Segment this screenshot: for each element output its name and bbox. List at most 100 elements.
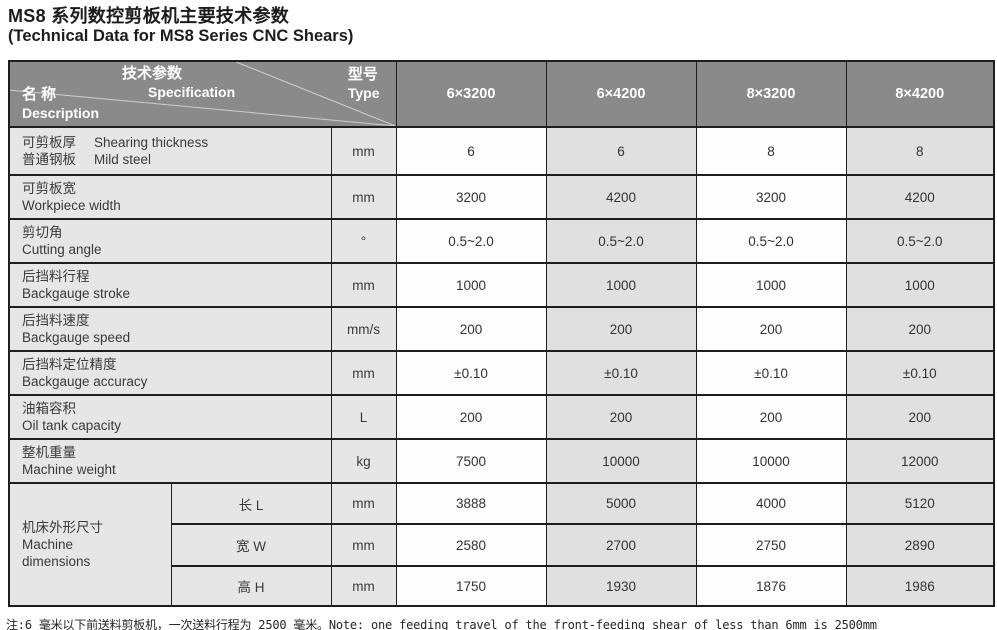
row-unit: mm — [330, 126, 397, 176]
row-label: 可剪板宽 Workpiece width — [8, 174, 332, 220]
dimensions-label-en1: Machine — [22, 537, 74, 552]
row-unit: mm — [330, 565, 397, 607]
table-row-backgauge-speed: 后挡料速度 Backgauge speed mm/s 200 200 200 2… — [8, 306, 995, 352]
header-description-cn: 名 称 — [22, 86, 57, 103]
row-label-en: Backgauge stroke — [22, 286, 131, 301]
row-label: 可剪板厚 Shearing thickness 普通钢板 Mild steel — [8, 126, 332, 176]
header-description: 名 称 Description — [22, 86, 99, 122]
row-label-cn: 剪切角 — [22, 225, 63, 240]
table-row-dimension-width: 宽 W mm 2580 2700 2750 2890 — [9, 523, 995, 567]
row-label-cn: 后挡料行程 — [22, 269, 90, 284]
row-label-en: Oil tank capacity — [22, 418, 122, 433]
dimension-sublabel-length: 长 L — [170, 482, 332, 525]
row-value: 1986 — [845, 565, 995, 607]
row-value: 1000 — [845, 262, 995, 308]
row-value: 0.5~2.0 — [545, 218, 697, 264]
row-label-cn: 可剪板厚 — [22, 135, 76, 150]
page-title-en: (Technical Data for MS8 Series CNC Shear… — [8, 27, 354, 45]
row-unit: mm — [330, 523, 397, 567]
header-model-en: Type — [347, 85, 380, 101]
row-value: ±0.10 — [545, 350, 697, 396]
row-value: 3888 — [395, 482, 547, 525]
row-label: 后挡料定位精度 Backgauge accuracy — [8, 350, 332, 396]
row-value: 200 — [845, 394, 995, 440]
row-label-line2: 普通钢板 Mild steel — [22, 151, 325, 168]
row-value: 200 — [845, 306, 995, 352]
table-row-oil-tank-capacity: 油箱容积 Oil tank capacity L 200 200 200 200 — [8, 394, 995, 440]
row-value: 0.5~2.0 — [395, 218, 547, 264]
row-value: 12000 — [845, 438, 995, 484]
row-label-en: Shearing thickness — [94, 135, 209, 150]
row-value: ±0.10 — [695, 350, 847, 396]
row-unit: L — [330, 394, 397, 440]
row-value: 2580 — [395, 523, 547, 567]
footnote: 注:6 毫米以下前送料剪板机，一次送料行程为 2500 毫米。Note: one… — [6, 618, 877, 630]
row-value: 4200 — [545, 174, 697, 220]
model-header-8x3200: 8×3200 — [695, 60, 847, 128]
row-value: 6 — [395, 126, 547, 176]
row-label-cn: 后挡料定位精度 — [22, 357, 117, 372]
header-model-cn: 型号 — [347, 66, 378, 83]
row-label-cn: 后挡料速度 — [22, 313, 90, 328]
row-value: 200 — [545, 394, 697, 440]
row-label-en: Cutting angle — [22, 242, 102, 257]
row-value: 4000 — [695, 482, 847, 525]
row-value: 8 — [695, 126, 847, 176]
row-value: 2890 — [845, 523, 995, 567]
table-row-dimension-length: 机床外形尺寸 Machine dimensions 长 L mm 3888 50… — [8, 482, 995, 607]
row-value: 200 — [695, 394, 847, 440]
row-value: 1930 — [545, 565, 697, 607]
row-value: 3200 — [695, 174, 847, 220]
row-value: 4200 — [845, 174, 995, 220]
row-value: 3200 — [395, 174, 547, 220]
table-row-dimension-height: 高 H mm 1750 1930 1876 1986 — [9, 565, 995, 607]
table-row-shearing-thickness: 可剪板厚 Shearing thickness 普通钢板 Mild steel … — [8, 126, 995, 176]
model-header-6x4200: 6×4200 — [545, 60, 697, 128]
row-value: 0.5~2.0 — [845, 218, 995, 264]
dimension-sublabel-height: 高 H — [170, 565, 332, 607]
row-label-line1: 可剪板厚 Shearing thickness — [22, 134, 325, 151]
row-label: 后挡料行程 Backgauge stroke — [8, 262, 332, 308]
row-unit: mm/s — [330, 306, 397, 352]
row-value: ±0.10 — [395, 350, 547, 396]
row-label-en: Backgauge speed — [22, 330, 131, 345]
row-label-cn: 油箱容积 — [22, 401, 76, 416]
row-value: 10000 — [695, 438, 847, 484]
model-header-6x3200: 6×3200 — [395, 60, 547, 128]
row-value: 1876 — [695, 565, 847, 607]
row-value: 1750 — [395, 565, 547, 607]
row-value: 8 — [845, 126, 995, 176]
header-specification: 技术参数 Specification — [122, 65, 235, 101]
dimensions-label-en2: dimensions — [22, 554, 91, 569]
row-label-cn: 可剪板宽 — [22, 181, 76, 196]
technical-data-table: 技术参数 Specification 型号 Type 名 称 Descripti… — [8, 60, 995, 607]
header-specification-en: Specification — [148, 84, 236, 100]
model-header-8x4200: 8×4200 — [845, 60, 995, 128]
row-label-en: Workpiece width — [22, 198, 121, 213]
table-row-backgauge-stroke: 后挡料行程 Backgauge stroke mm 1000 1000 1000… — [8, 262, 995, 308]
row-unit: mm — [330, 350, 397, 396]
row-value: 7500 — [395, 438, 547, 484]
table-row-cutting-angle: 剪切角 Cutting angle ° 0.5~2.0 0.5~2.0 0.5~… — [8, 218, 995, 264]
row-label: 油箱容积 Oil tank capacity — [8, 394, 332, 440]
row-label-en2: Mild steel — [94, 152, 152, 167]
row-label-en: Backgauge accuracy — [22, 374, 148, 389]
row-unit: mm — [330, 482, 397, 525]
row-value: 200 — [395, 394, 547, 440]
row-value: 1000 — [695, 262, 847, 308]
row-value: 1000 — [545, 262, 697, 308]
row-unit: ° — [330, 218, 397, 264]
row-label: 整机重量 Machine weight — [8, 438, 332, 484]
table-row-workpiece-width: 可剪板宽 Workpiece width mm 3200 4200 3200 4… — [8, 174, 995, 220]
row-unit: mm — [330, 174, 397, 220]
header-specification-cn: 技术参数 — [122, 65, 183, 82]
row-unit: mm — [330, 262, 397, 308]
row-value: 200 — [545, 306, 697, 352]
dimension-sublabel-width: 宽 W — [170, 523, 332, 567]
row-label-cn2: 普通钢板 — [22, 152, 76, 167]
header-description-en: Description — [22, 105, 100, 121]
diagonal-header-cell: 技术参数 Specification 型号 Type 名 称 Descripti… — [8, 60, 397, 128]
row-value: 2700 — [545, 523, 697, 567]
header-row: 技术参数 Specification 型号 Type 名 称 Descripti… — [8, 60, 995, 128]
